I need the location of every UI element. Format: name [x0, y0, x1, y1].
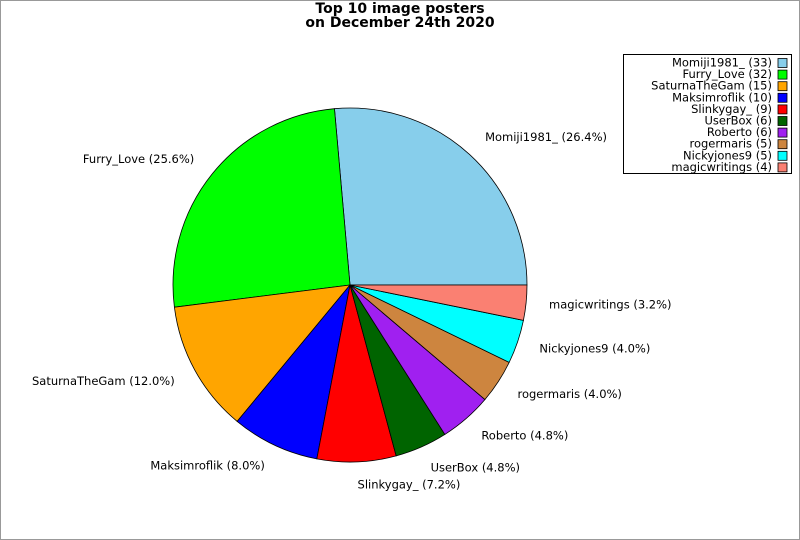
pie-slice	[172, 108, 351, 308]
slice-label: SaturnaTheGam (12.0%)	[32, 374, 175, 388]
slice-label: Roberto (4.8%)	[481, 428, 568, 442]
pie-slice	[334, 107, 528, 286]
legend-swatch	[777, 139, 788, 150]
slice-label: Nickyjones9 (4.0%)	[539, 342, 650, 356]
legend-label: Roberto (6)	[707, 125, 772, 139]
legend-label: rogermaris (5)	[689, 137, 772, 151]
slice-label: UserBox (4.8%)	[431, 461, 520, 475]
legend-label: SaturnaTheGam (15)	[651, 79, 772, 93]
pie-slice	[236, 284, 351, 460]
legend-swatch	[777, 150, 788, 161]
pie-slice	[173, 284, 351, 422]
legend-swatch	[777, 104, 788, 115]
slice-label: magicwritings (3.2%)	[549, 298, 672, 312]
legend-label: Nickyjones9 (5)	[683, 148, 772, 162]
chart-title: Top 10 image posters on December 24th 20…	[305, 1, 495, 31]
legend-label: Slinkygay_ (9)	[691, 102, 772, 116]
legend-label: magicwritings (4)	[671, 160, 772, 174]
legend-swatch	[777, 92, 788, 103]
slice-label: Furry_Love (25.6%)	[83, 152, 194, 166]
legend-swatch	[777, 58, 788, 68]
legend-swatch	[777, 127, 788, 138]
slice-label: Slinkygay_ (7.2%)	[358, 477, 461, 491]
pie-slice	[349, 284, 528, 321]
slice-label: rogermaris (4.0%)	[518, 387, 622, 401]
slice-label: Momiji1981_ (26.4%)	[485, 130, 607, 144]
legend-box	[623, 54, 792, 174]
legend-swatch	[777, 69, 788, 80]
legend-label: UserBox (6)	[704, 114, 772, 128]
legend-swatch	[777, 116, 788, 126]
legend-label: Furry_Love (32)	[683, 67, 772, 81]
legend-label: Momiji1981_ (33)	[672, 56, 772, 70]
legend-label: Maksimroflik (10)	[672, 90, 772, 104]
legend-swatch	[777, 81, 788, 92]
slice-label: Maksimroflik (8.0%)	[150, 458, 264, 472]
legend-swatch	[777, 162, 788, 173]
